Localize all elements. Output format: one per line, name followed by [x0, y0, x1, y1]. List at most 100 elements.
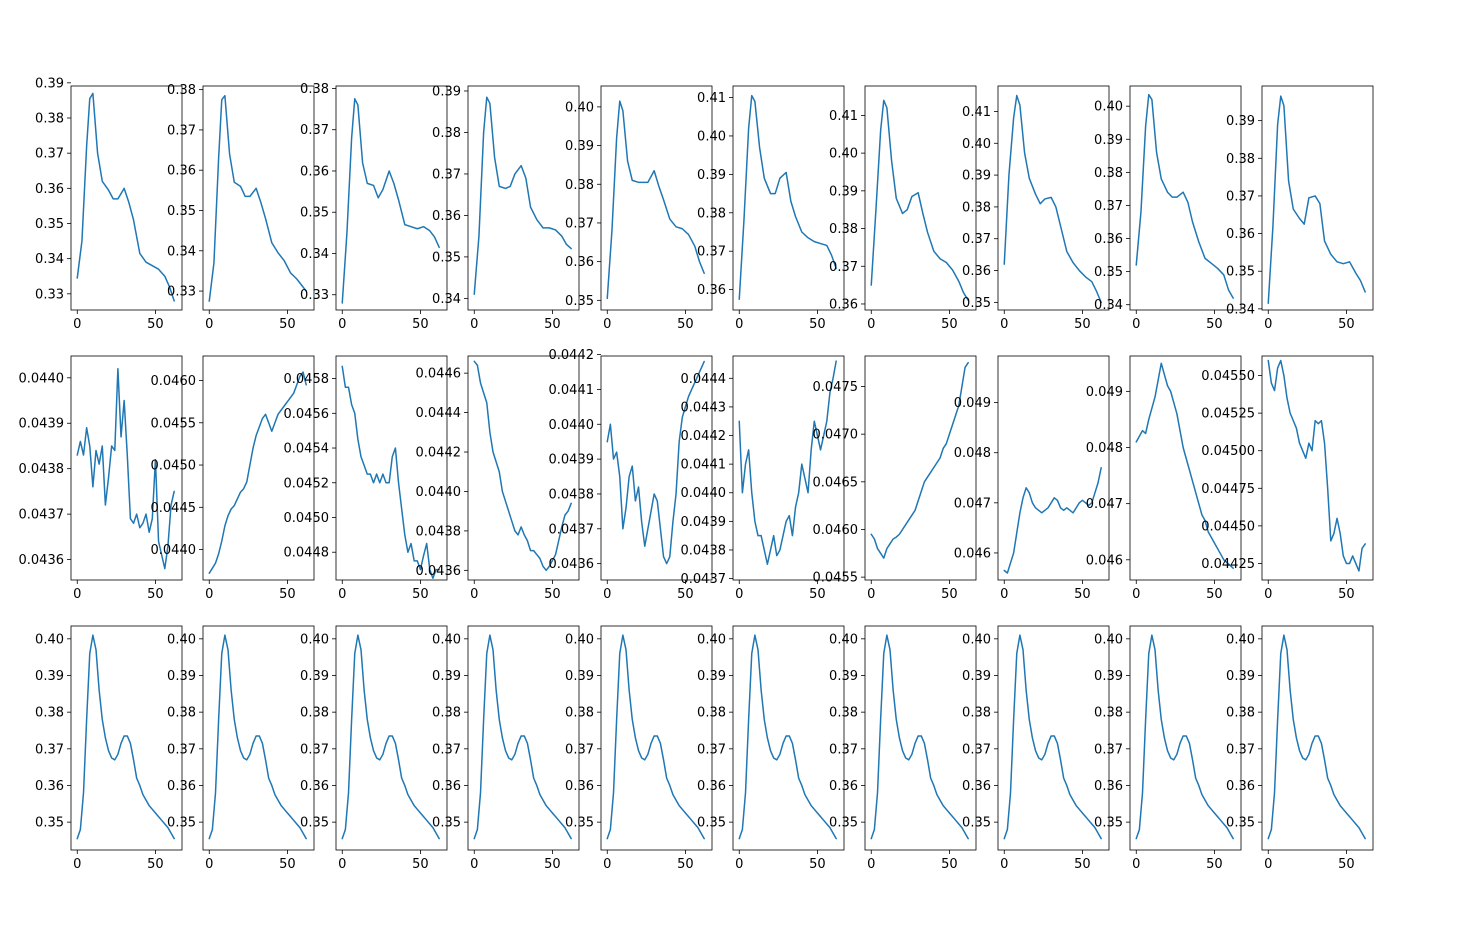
subplot-r1-c3: 0 50 0.33 0.34 0.35 0.36 0.37 0.38 [300, 82, 448, 332]
y-tick-label: 0.0442 [549, 348, 595, 363]
x-tick-label: 0 [338, 317, 346, 332]
x-tick-label: 0 [735, 857, 743, 872]
y-tick-label: 0.37 [829, 260, 858, 275]
y-tick-label: 0.35 [962, 296, 991, 311]
y-tick-label: 0.40 [1094, 100, 1123, 115]
y-tick-label: 0.38 [300, 706, 329, 721]
subplot-r3-c7: 0 50 0.35 0.36 0.37 0.38 0.39 0.40 [829, 625, 977, 872]
y-tick-label: 0.38 [167, 83, 196, 98]
axes-frame [732, 355, 845, 581]
series-line [76, 367, 175, 570]
y-tick-label: 0.38 [1094, 166, 1123, 181]
y-tick-label: 0.38 [829, 222, 858, 237]
subplot-r1-c2: 0 50 0.33 0.34 0.35 0.36 0.37 0.38 [167, 83, 315, 332]
y-tick-label: 0.33 [35, 287, 64, 302]
y-tick-label: 0.0437 [549, 522, 595, 537]
subplot-r3-c5: 0 50 0.35 0.36 0.37 0.38 0.39 0.40 [565, 625, 713, 872]
y-tick-label: 0.39 [35, 669, 64, 684]
axes-frame [467, 625, 580, 851]
axes-frame [70, 355, 183, 581]
axes-frame [70, 625, 183, 851]
x-tick-label: 0 [73, 587, 81, 602]
y-tick-label: 0.37 [962, 742, 991, 757]
y-tick-label: 0.39 [1226, 114, 1255, 129]
y-tick-label: 0.0436 [19, 553, 65, 568]
y-tick-label: 0.37 [962, 232, 991, 247]
y-tick-label: 0.37 [1094, 199, 1123, 214]
y-tick-label: 0.04550 [1201, 369, 1255, 384]
y-tick-label: 0.41 [697, 91, 726, 106]
x-tick-label: 0 [867, 857, 875, 872]
x-tick-label: 50 [147, 857, 164, 872]
subplot-r3-c9: 0 50 0.35 0.36 0.37 0.38 0.39 0.40 [1094, 625, 1242, 872]
x-tick-label: 0 [1000, 317, 1008, 332]
y-tick-label: 0.046 [1086, 553, 1123, 568]
y-tick-label: 0.33 [300, 288, 329, 303]
axes-frame [202, 85, 315, 311]
y-tick-label: 0.39 [829, 669, 858, 684]
y-tick-label: 0.36 [167, 164, 196, 179]
axes-frame [864, 625, 977, 851]
x-tick-label: 50 [1074, 857, 1091, 872]
subplot-r3-c4: 0 50 0.35 0.36 0.37 0.38 0.39 0.40 [432, 625, 580, 872]
y-tick-label: 0.048 [1086, 441, 1123, 456]
x-tick-label: 0 [1000, 587, 1008, 602]
y-tick-label: 0.36 [432, 779, 461, 794]
y-tick-label: 0.39 [565, 669, 594, 684]
x-tick-label: 0 [205, 587, 213, 602]
y-tick-label: 0.0439 [19, 417, 65, 432]
y-tick-label: 0.046 [954, 546, 991, 561]
y-tick-label: 0.35 [35, 816, 64, 831]
x-tick-label: 50 [147, 587, 164, 602]
axes-frame [864, 355, 977, 581]
x-tick-label: 50 [1206, 587, 1223, 602]
axes-frame [1261, 355, 1374, 581]
series-line [1135, 362, 1234, 569]
x-tick-label: 0 [867, 317, 875, 332]
y-tick-label: 0.37 [35, 742, 64, 757]
y-tick-label: 0.40 [697, 129, 726, 144]
series-line [473, 360, 572, 572]
x-tick-label: 0 [867, 587, 875, 602]
y-tick-label: 0.35 [167, 816, 196, 831]
axes-frame [732, 625, 845, 851]
x-tick-label: 50 [1074, 587, 1091, 602]
y-tick-label: 0.35 [300, 206, 329, 221]
x-tick-label: 50 [1206, 857, 1223, 872]
y-tick-label: 0.39 [829, 184, 858, 199]
y-tick-label: 0.0440 [151, 543, 197, 558]
x-tick-label: 0 [1132, 587, 1140, 602]
y-tick-label: 0.34 [300, 247, 329, 262]
x-tick-label: 50 [677, 587, 694, 602]
subplot-r3-c1: 0 50 0.35 0.36 0.37 0.38 0.39 0.40 [35, 625, 183, 872]
y-tick-label: 0.0436 [416, 564, 462, 579]
y-tick-label: 0.0440 [549, 418, 595, 433]
y-tick-label: 0.39 [167, 669, 196, 684]
y-tick-label: 0.0439 [681, 515, 727, 530]
axes-frame [1129, 625, 1242, 851]
series-line [1135, 634, 1234, 840]
subplot-r2-c6: 0 50 0.0437 0.0438 0.0439 0.0440 0.0441 0.0442 0… [681, 355, 845, 602]
subplot-r2-c5: 0 50 0.0436 0.0437 0.0438 0.0439 0.0440 0.0441 0… [549, 348, 713, 602]
axes-frame [202, 355, 315, 581]
y-tick-label: 0.0439 [549, 453, 595, 468]
y-tick-label: 0.35 [432, 250, 461, 265]
y-tick-label: 0.36 [35, 182, 64, 197]
axes-frame [997, 355, 1110, 581]
y-tick-label: 0.047 [954, 496, 991, 511]
y-tick-label: 0.40 [962, 632, 991, 647]
axes-frame [997, 625, 1110, 851]
series-line [473, 96, 572, 295]
y-tick-label: 0.36 [565, 779, 594, 794]
x-tick-label: 0 [735, 317, 743, 332]
x-tick-label: 0 [73, 857, 81, 872]
series-line [738, 94, 837, 300]
y-tick-label: 0.38 [35, 112, 64, 127]
y-tick-label: 0.0456 [284, 407, 330, 422]
y-tick-label: 0.37 [697, 742, 726, 757]
x-tick-label: 50 [1338, 857, 1355, 872]
axes-frame [335, 85, 448, 311]
y-tick-label: 0.0455 [813, 571, 859, 586]
y-tick-label: 0.39 [35, 76, 64, 91]
y-tick-label: 0.40 [35, 632, 64, 647]
